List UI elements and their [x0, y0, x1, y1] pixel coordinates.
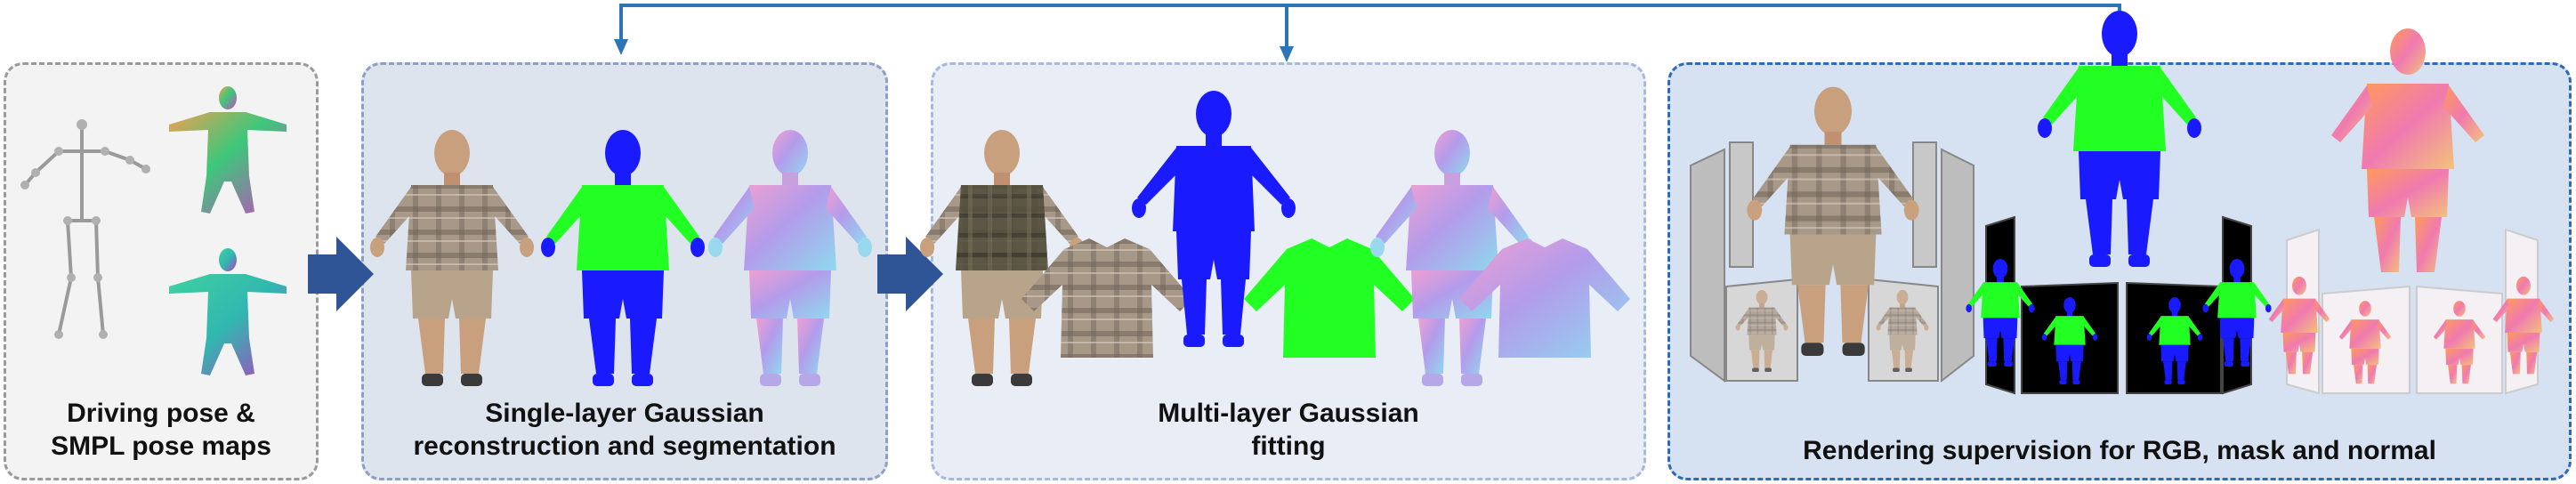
- feedback-arrowhead-multi: [1280, 46, 1294, 62]
- human-normal-icon: [2331, 28, 2484, 272]
- pose-map-icon: [169, 86, 287, 214]
- human-mask-icon: [1132, 91, 1296, 347]
- skeleton-joints: [20, 119, 150, 339]
- pose-map-icon: [169, 248, 287, 375]
- right-arrow-icon: [308, 237, 374, 311]
- right-arrow-icon: [877, 237, 943, 311]
- panel-driving-pose: [4, 62, 319, 480]
- human-normal-icon: [708, 130, 872, 386]
- caption-single-layer: Single-layer Gaussian reconstruction and…: [361, 397, 888, 463]
- human-mask-icon: [541, 130, 705, 386]
- human-rgb-icon: [920, 130, 1084, 386]
- caption-driving-pose: Driving pose & SMPL pose maps: [4, 397, 319, 463]
- caption-line: Driving pose &: [67, 399, 255, 428]
- feedback-arrowhead-single: [614, 39, 628, 55]
- shirt-icon: [1244, 238, 1415, 358]
- caption-line: SMPL pose maps: [51, 432, 271, 461]
- caption-multi-layer: Multi-layer Gaussian fitting: [931, 397, 1646, 463]
- caption-rendering-supervision: Rendering supervision for RGB, mask and …: [1668, 434, 2572, 467]
- caption-line: reconstruction and segmentation: [413, 432, 836, 461]
- caption-line: fitting: [1251, 432, 1326, 461]
- caption-line: Rendering supervision for RGB, mask and …: [1803, 436, 2436, 465]
- human-rgb-icon: [370, 130, 534, 386]
- caption-line: Multi-layer Gaussian: [1158, 399, 1419, 428]
- skeleton-icon: [23, 123, 148, 336]
- feedback-connector: [619, 4, 2121, 62]
- human-mask-icon: [2038, 11, 2201, 267]
- camera-view-icon: [1985, 215, 2252, 395]
- caption-line: Single-layer Gaussian: [485, 399, 764, 428]
